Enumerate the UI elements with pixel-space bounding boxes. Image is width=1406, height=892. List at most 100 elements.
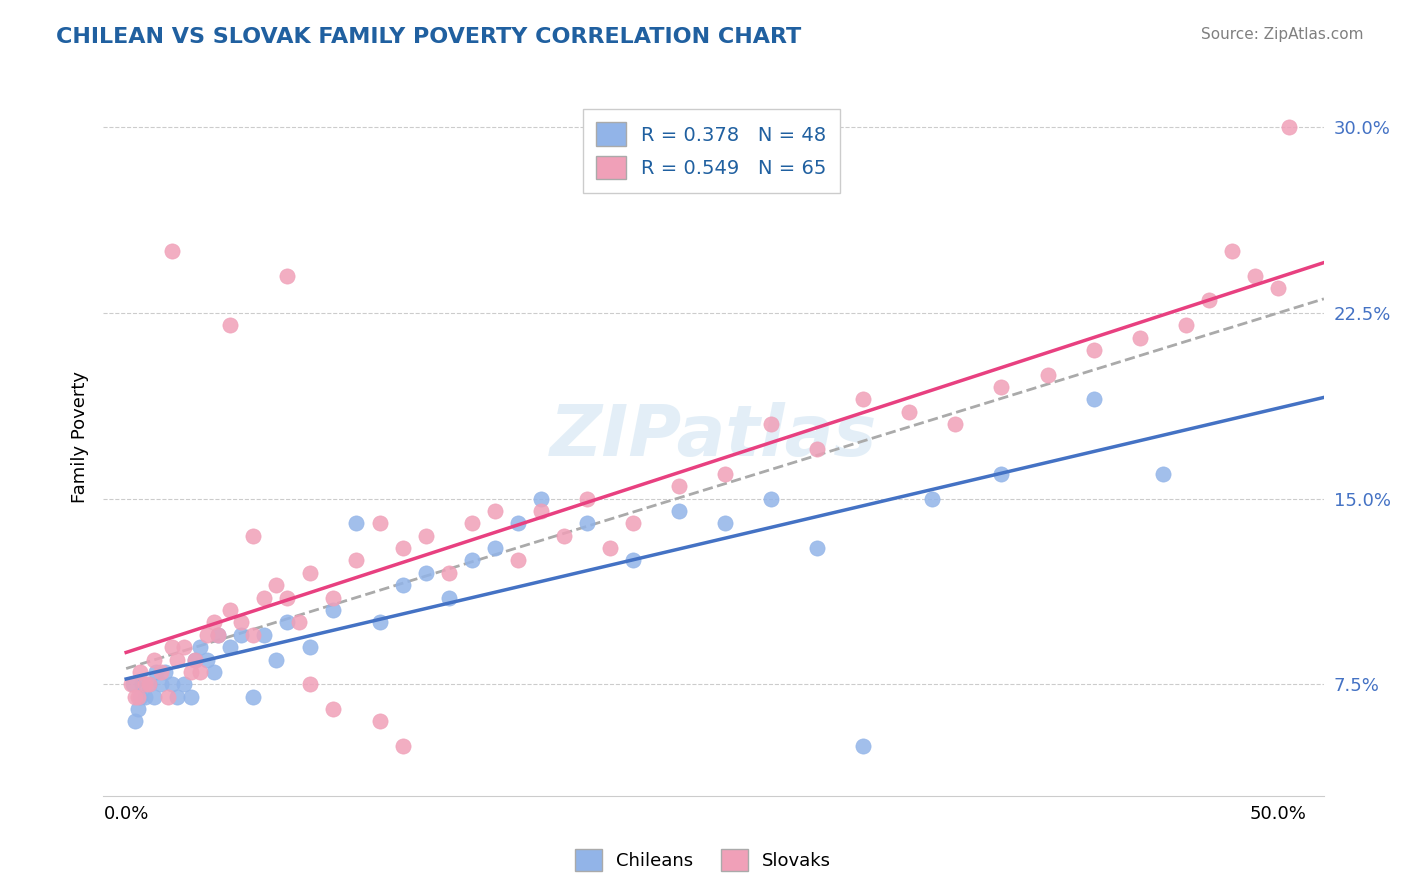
Point xyxy=(852,739,875,754)
Point xyxy=(322,702,344,716)
Point xyxy=(1220,244,1243,258)
Point xyxy=(599,541,621,555)
Point xyxy=(391,541,413,555)
Point xyxy=(553,529,575,543)
Point xyxy=(759,417,782,432)
Point xyxy=(231,628,253,642)
Point xyxy=(368,516,391,531)
Point xyxy=(1083,343,1105,357)
Point xyxy=(218,318,240,333)
Point xyxy=(322,603,344,617)
Point xyxy=(921,491,943,506)
Point xyxy=(124,714,146,729)
Point xyxy=(714,516,737,531)
Point xyxy=(484,541,506,555)
Point xyxy=(180,665,202,679)
Text: CHILEAN VS SLOVAK FAMILY POVERTY CORRELATION CHART: CHILEAN VS SLOVAK FAMILY POVERTY CORRELA… xyxy=(56,27,801,46)
Point xyxy=(1278,120,1301,134)
Point xyxy=(242,628,264,642)
Point xyxy=(806,442,828,456)
Point xyxy=(188,665,211,679)
Point xyxy=(415,566,437,580)
Point xyxy=(759,491,782,506)
Point xyxy=(1083,392,1105,407)
Point xyxy=(990,380,1012,394)
Text: ZIPatlas: ZIPatlas xyxy=(550,402,877,471)
Point xyxy=(898,405,921,419)
Point xyxy=(484,504,506,518)
Point xyxy=(127,702,149,716)
Point xyxy=(288,615,311,630)
Point xyxy=(299,677,322,691)
Point xyxy=(129,690,152,704)
Point xyxy=(166,652,188,666)
Point xyxy=(218,640,240,654)
Point xyxy=(1243,268,1265,283)
Point xyxy=(391,739,413,754)
Point xyxy=(264,652,287,666)
Point xyxy=(134,677,156,691)
Point xyxy=(276,615,298,630)
Point xyxy=(131,677,153,691)
Point xyxy=(231,615,253,630)
Point xyxy=(202,665,225,679)
Point xyxy=(575,491,598,506)
Point xyxy=(242,690,264,704)
Point xyxy=(253,628,276,642)
Point xyxy=(145,665,167,679)
Point xyxy=(714,467,737,481)
Point xyxy=(253,591,276,605)
Legend: R = 0.378   N = 48, R = 0.549   N = 65: R = 0.378 N = 48, R = 0.549 N = 65 xyxy=(583,109,841,193)
Point xyxy=(1198,293,1220,308)
Point xyxy=(806,541,828,555)
Point xyxy=(129,665,152,679)
Point xyxy=(506,553,529,567)
Point xyxy=(276,268,298,283)
Point xyxy=(530,504,553,518)
Point xyxy=(1129,330,1152,344)
Point xyxy=(368,714,391,729)
Point xyxy=(180,690,202,704)
Point xyxy=(120,677,142,691)
Point xyxy=(530,491,553,506)
Point xyxy=(138,677,160,691)
Point xyxy=(207,628,229,642)
Point xyxy=(621,553,644,567)
Point xyxy=(173,640,195,654)
Point xyxy=(460,553,482,567)
Point xyxy=(202,615,225,630)
Point xyxy=(299,640,322,654)
Point xyxy=(990,467,1012,481)
Point xyxy=(506,516,529,531)
Point xyxy=(368,615,391,630)
Point xyxy=(1267,281,1289,295)
Point xyxy=(299,566,322,580)
Point xyxy=(1174,318,1197,333)
Point xyxy=(188,640,211,654)
Point xyxy=(207,628,229,642)
Y-axis label: Family Poverty: Family Poverty xyxy=(72,370,89,502)
Point xyxy=(322,591,344,605)
Point xyxy=(155,665,177,679)
Point xyxy=(173,677,195,691)
Point xyxy=(149,677,172,691)
Point xyxy=(621,516,644,531)
Point xyxy=(242,529,264,543)
Point xyxy=(160,244,183,258)
Point xyxy=(264,578,287,592)
Point xyxy=(668,479,690,493)
Point xyxy=(668,504,690,518)
Point xyxy=(346,553,368,567)
Point xyxy=(142,652,165,666)
Point xyxy=(195,628,218,642)
Point xyxy=(1036,368,1059,382)
Point xyxy=(437,591,460,605)
Point xyxy=(160,640,183,654)
Point xyxy=(156,690,179,704)
Point xyxy=(346,516,368,531)
Point xyxy=(575,516,598,531)
Point xyxy=(166,690,188,704)
Point xyxy=(415,529,437,543)
Point xyxy=(184,652,207,666)
Point xyxy=(160,677,183,691)
